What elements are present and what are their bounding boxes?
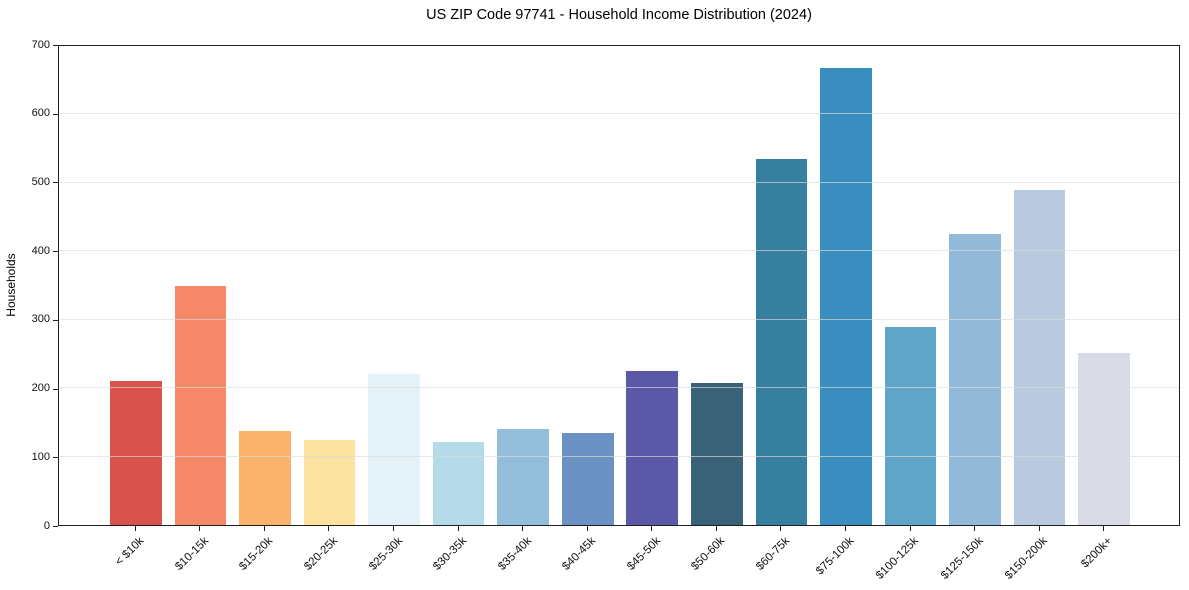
bar-$45-50k: [626, 371, 679, 525]
x-tick-label: $100-125k: [874, 535, 922, 582]
y-tick-mark: [53, 251, 58, 253]
y-tick-mark: [53, 182, 58, 184]
x-tick-label: $20-25k: [302, 535, 340, 573]
y-tick-label: 500: [31, 175, 50, 188]
bar-$75-100k: [820, 67, 872, 525]
bar-$150-200k: [1013, 189, 1066, 525]
y-tick-mark: [53, 388, 58, 390]
x-tick-label: $35-40k: [495, 535, 534, 573]
x-tick-mark: [522, 526, 524, 531]
x-tick-mark: [199, 526, 201, 531]
x-tick-mark: [974, 526, 976, 531]
x-tick-label: $50-60k: [689, 535, 728, 573]
x-tick-mark: [651, 526, 653, 531]
gridline-y400: [59, 250, 1179, 252]
x-tick-label: $200k+: [1079, 535, 1115, 571]
x-tick-mark: [844, 526, 846, 531]
bar-$50-60k: [691, 382, 743, 525]
x-tick-mark: [328, 526, 330, 531]
x-tick-label: $75-100k: [814, 535, 857, 578]
gridline-y500: [59, 181, 1179, 183]
y-tick-label: 600: [31, 107, 50, 120]
x-tick-mark: [586, 526, 588, 531]
y-tick-label: 700: [31, 38, 50, 51]
x-tick-mark: [1038, 526, 1040, 531]
y-tick-label: 100: [31, 450, 50, 463]
y-tick-label: 200: [31, 382, 50, 395]
x-tick-label: $125-150k: [938, 535, 986, 582]
y-tick-mark: [53, 319, 58, 321]
y-tick-mark: [53, 113, 58, 115]
bar-$40-45k: [561, 433, 614, 525]
bar-$30-35k: [432, 441, 485, 525]
gridline-y200: [59, 387, 1179, 389]
bar-$200k+: [1078, 352, 1130, 525]
x-tick-mark: [715, 526, 717, 531]
bar-$10-15k: [174, 285, 227, 525]
bar-$25-30k: [368, 374, 420, 525]
x-tick-mark: [909, 526, 911, 531]
bar-< $10k: [110, 381, 162, 525]
bar-$100-125k: [884, 326, 937, 525]
y-tick-mark: [53, 526, 58, 527]
x-tick-label: $10-15k: [173, 535, 211, 573]
x-tick-label: $40-45k: [560, 535, 599, 573]
chart-title: US ZIP Code 97741 - Household Income Dis…: [426, 7, 812, 23]
x-tick-label: $150-200k: [1003, 535, 1051, 582]
y-tick-label: 400: [31, 244, 50, 257]
y-tick-mark: [53, 45, 58, 46]
y-tick-label: 0: [43, 519, 50, 532]
bar-$125-150k: [949, 234, 1001, 525]
x-tick-label: $45-50k: [624, 535, 663, 573]
y-tick-label: 300: [31, 313, 50, 326]
bar-$15-20k: [239, 430, 291, 525]
x-tick-mark: [1103, 526, 1105, 531]
x-tick-mark: [263, 526, 265, 531]
bar-$35-40k: [497, 428, 549, 525]
x-tick-label: $25-30k: [366, 535, 405, 573]
gridline-y100: [59, 455, 1179, 457]
x-tick-mark: [780, 526, 782, 531]
bar-$60-75k: [755, 158, 808, 525]
plot-area: [58, 45, 1180, 526]
x-tick-label: < $10k: [113, 535, 147, 569]
x-tick-mark: [134, 526, 136, 531]
gridline-y300: [59, 318, 1179, 320]
x-tick-mark: [457, 526, 459, 531]
x-tick-mark: [393, 526, 395, 531]
x-tick-label: $15-20k: [237, 535, 276, 573]
y-tick-mark: [53, 457, 58, 459]
x-tick-label: $60-75k: [754, 535, 792, 573]
x-tick-label: $30-35k: [431, 535, 470, 573]
bar-$20-25k: [303, 440, 356, 525]
gridline-y600: [59, 113, 1179, 115]
